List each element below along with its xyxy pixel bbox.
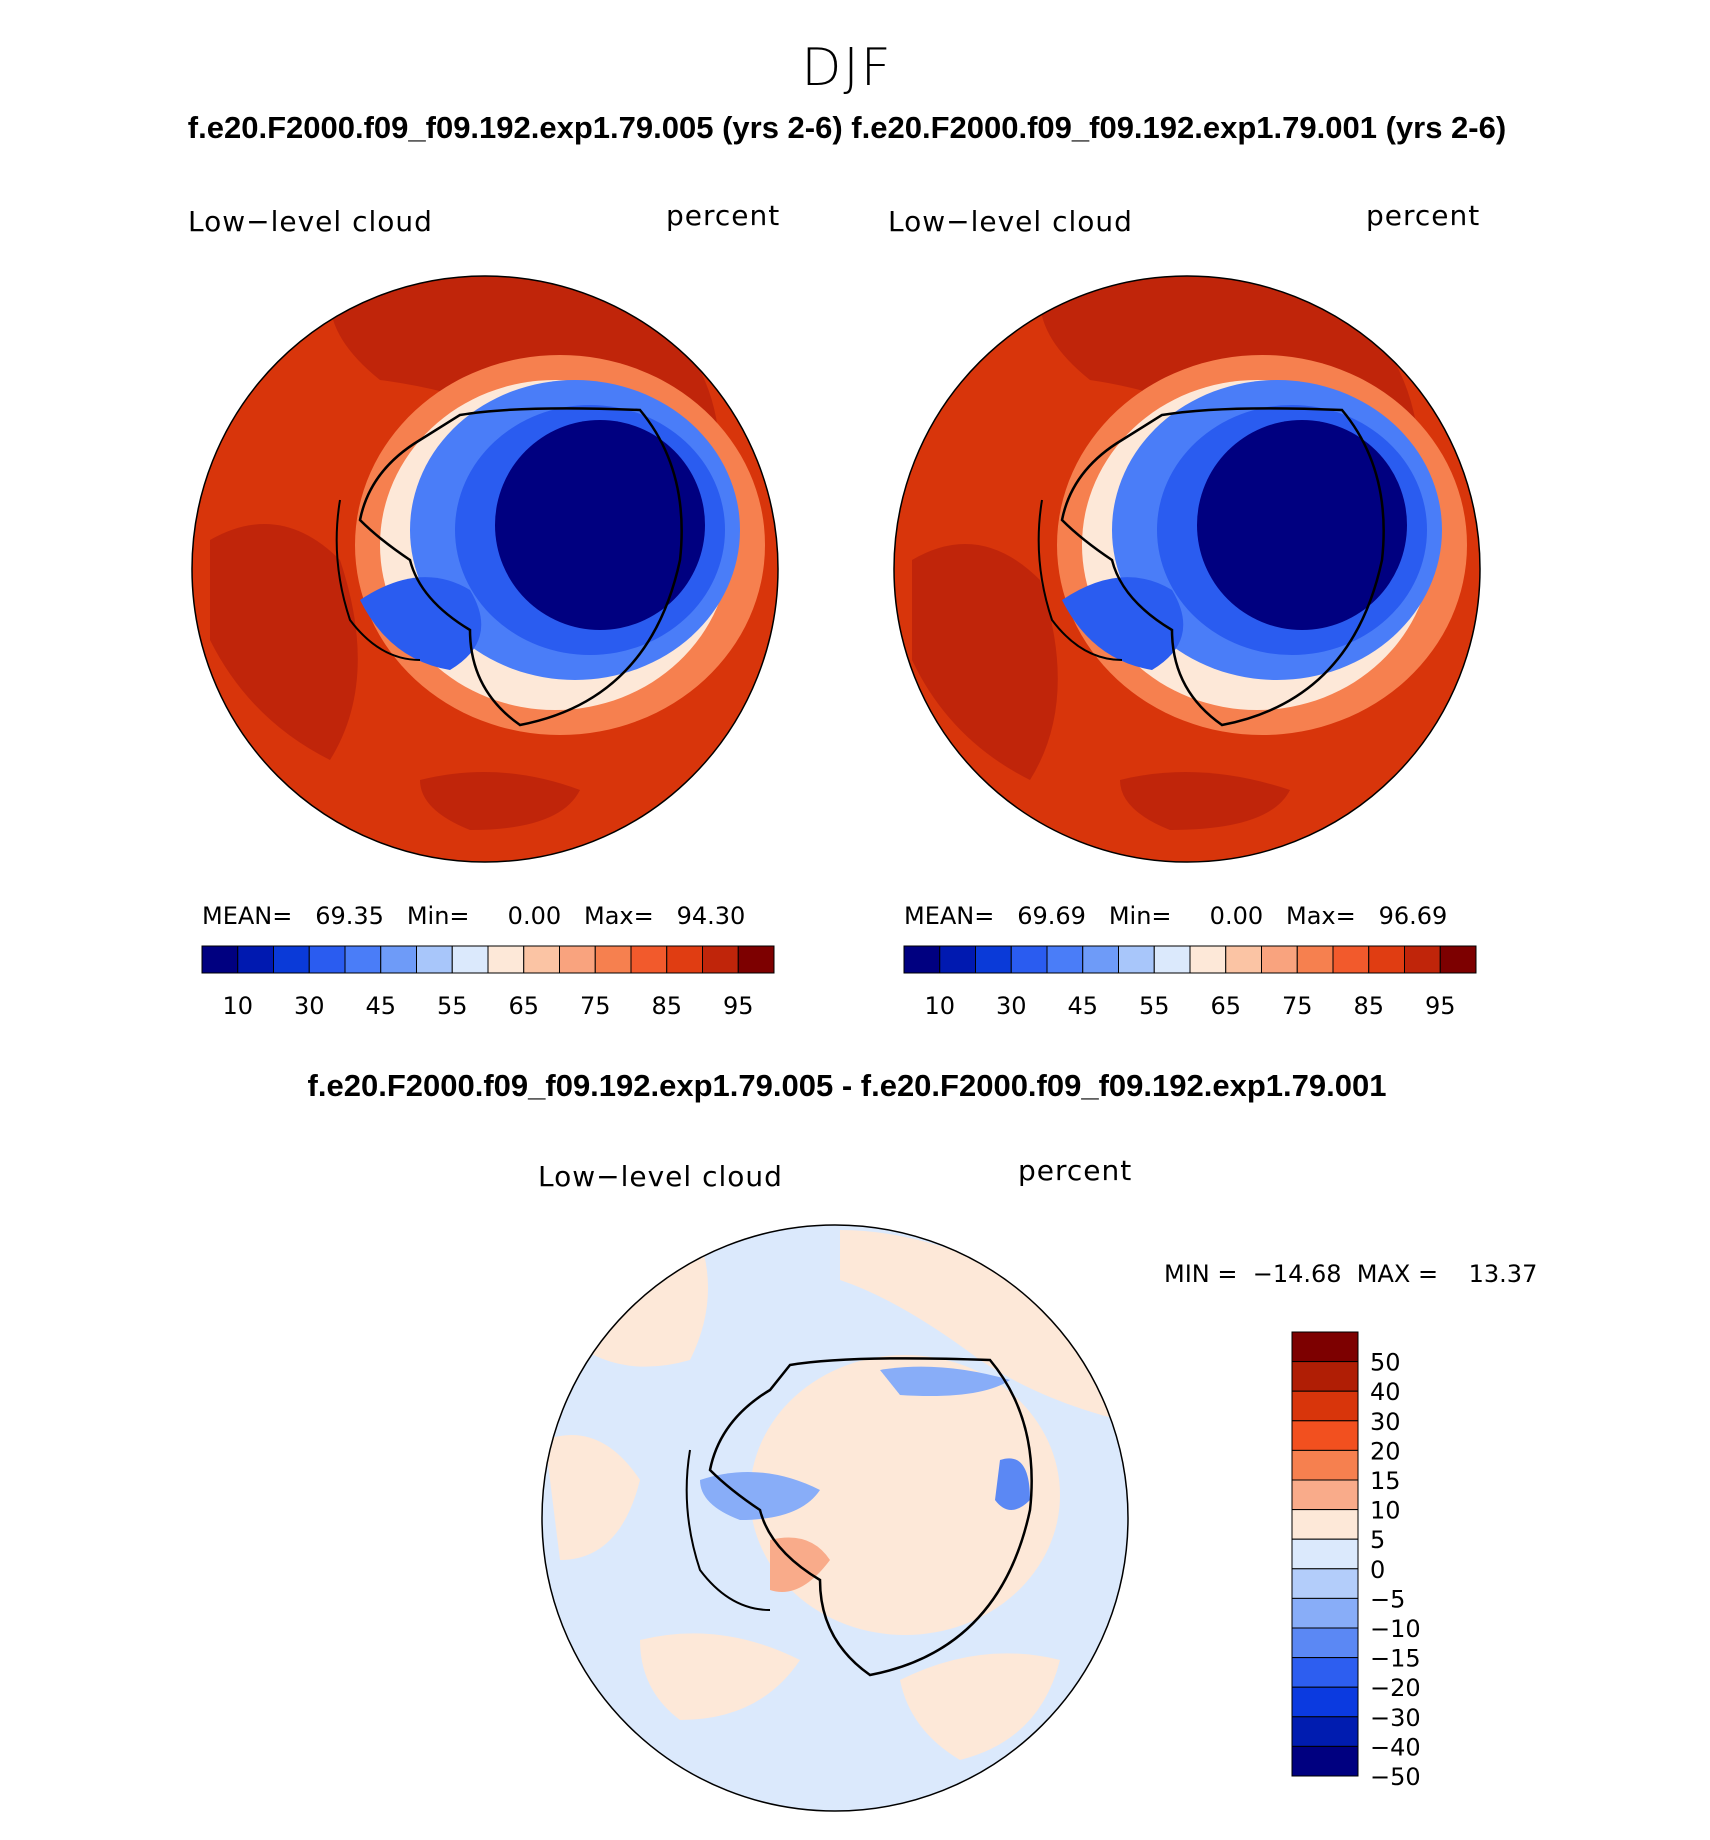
colorbar-tick-label: 55 xyxy=(437,992,468,1020)
colorbar-tick-label: −30 xyxy=(1370,1704,1421,1732)
panel2-colorbar: 10 30 45 55 65 75 85 95 xyxy=(903,945,1477,1020)
colorbar-tick-label: 30 xyxy=(996,992,1027,1020)
colorbar-tick-label: −40 xyxy=(1370,1733,1421,1761)
colorbar-swatch xyxy=(416,945,453,974)
colorbar-tick-label: 5 xyxy=(1370,1526,1385,1554)
colorbar-swatch xyxy=(1118,945,1155,974)
colorbar-tick-label: 75 xyxy=(580,992,611,1020)
colorbar-tick-label: 10 xyxy=(924,992,955,1020)
colorbar-tick-label: 40 xyxy=(1370,1378,1401,1406)
season-title: DJF xyxy=(801,38,893,98)
colorbar-swatch xyxy=(1291,1568,1359,1599)
colorbar-swatch xyxy=(975,945,1012,974)
colorbar-tick-label: 30 xyxy=(294,992,325,1020)
difference-header: f.e20.F2000.f09_f09.192.exp1.79.005 - f.… xyxy=(307,1068,1387,1103)
colorbar-tick-label: 45 xyxy=(365,992,396,1020)
colorbar-tick-label: 30 xyxy=(1370,1408,1401,1436)
diff-variable-label: Low−level cloud xyxy=(538,1160,783,1193)
colorbar-swatch xyxy=(1261,945,1298,974)
colorbar-swatch xyxy=(1291,1686,1359,1718)
colorbar-swatch xyxy=(737,945,775,974)
colorbar-swatch xyxy=(380,945,417,974)
colorbar-swatch xyxy=(630,945,668,974)
colorbar-tick-label: −20 xyxy=(1370,1674,1421,1702)
colorbar-swatch xyxy=(1291,1449,1359,1481)
panel2-units-label: percent xyxy=(1366,199,1481,232)
colorbar-swatch xyxy=(487,945,525,974)
colorbar-tick-label: 45 xyxy=(1067,992,1098,1020)
panel1-variable-label: Low−level cloud xyxy=(188,205,433,238)
colorbar-swatch xyxy=(344,945,382,974)
colorbar-swatch xyxy=(237,945,274,974)
colorbar-tick-label: 95 xyxy=(723,992,754,1020)
panel1-colorbar: 10 30 45 55 65 75 85 95 xyxy=(201,945,775,1020)
colorbar-swatch xyxy=(1225,945,1262,974)
colorbar-swatch xyxy=(1291,1479,1359,1511)
panel2-variable-label: Low−level cloud xyxy=(888,205,1133,238)
diff-stats: MIN = −14.68 MAX = 13.37 xyxy=(1164,1260,1538,1288)
colorbar-swatch xyxy=(1153,945,1191,974)
colorbar-swatch xyxy=(702,945,739,974)
colorbar-swatch xyxy=(1291,1331,1359,1363)
colorbar-swatch xyxy=(308,945,346,974)
colorbar-tick-label: 85 xyxy=(651,992,682,1020)
colorbar-swatch xyxy=(1291,1390,1359,1422)
colorbar-tick-label: 0 xyxy=(1370,1556,1385,1584)
colorbar-swatch xyxy=(273,945,310,974)
colorbar-tick-label: −15 xyxy=(1370,1645,1421,1673)
panel1-stats: MEAN= 69.35 Min= 0.00 Max= 94.30 xyxy=(202,902,746,930)
colorbar-swatch xyxy=(1439,945,1477,974)
colorbar-tick-label: −5 xyxy=(1370,1585,1405,1613)
colorbar-swatch xyxy=(1291,1745,1359,1777)
colorbar-tick-label: 10 xyxy=(1370,1497,1401,1525)
colorbar-swatch xyxy=(1291,1509,1359,1540)
colorbar-swatch xyxy=(451,945,489,974)
colorbar-swatch xyxy=(1291,1361,1359,1392)
colorbar-tick-label: 65 xyxy=(1210,992,1241,1020)
colorbar-swatch xyxy=(1046,945,1084,974)
colorbar-swatch xyxy=(523,945,560,974)
colorbar-swatch xyxy=(1291,1420,1359,1451)
colorbar-tick-label: 55 xyxy=(1139,992,1170,1020)
colorbar-swatch xyxy=(1291,1716,1359,1747)
colorbar-tick-label: 75 xyxy=(1282,992,1313,1020)
colorbar-swatch xyxy=(903,945,941,974)
diff-units-label: percent xyxy=(1018,1154,1133,1187)
colorbar-swatch xyxy=(1291,1627,1359,1659)
colorbar-tick-label: 95 xyxy=(1425,992,1456,1020)
panel2-stats: MEAN= 69.69 Min= 0.00 Max= 96.69 xyxy=(904,902,1448,930)
colorbar-swatch xyxy=(1291,1538,1359,1570)
panel1-units-label: percent xyxy=(666,199,781,232)
figure-header: f.e20.F2000.f09_f09.192.exp1.79.005 (yrs… xyxy=(187,110,1507,145)
colorbar-tick-label: 15 xyxy=(1370,1467,1401,1495)
colorbar-tick-label: 85 xyxy=(1353,992,1384,1020)
colorbar-swatch xyxy=(1291,1657,1359,1688)
colorbar-swatch xyxy=(1291,1597,1359,1629)
colorbar-tick-label: 20 xyxy=(1370,1437,1401,1465)
colorbar-tick-label: 50 xyxy=(1370,1349,1401,1377)
colorbar-swatch xyxy=(1296,945,1334,974)
colorbar-swatch xyxy=(594,945,632,974)
colorbar-tick-label: −50 xyxy=(1370,1763,1421,1791)
colorbar-swatch xyxy=(559,945,596,974)
colorbar-tick-label: 65 xyxy=(508,992,539,1020)
colorbar-tick-label: 10 xyxy=(222,992,253,1020)
colorbar-tick-label: −10 xyxy=(1370,1615,1421,1643)
colorbar-swatch xyxy=(1332,945,1370,974)
